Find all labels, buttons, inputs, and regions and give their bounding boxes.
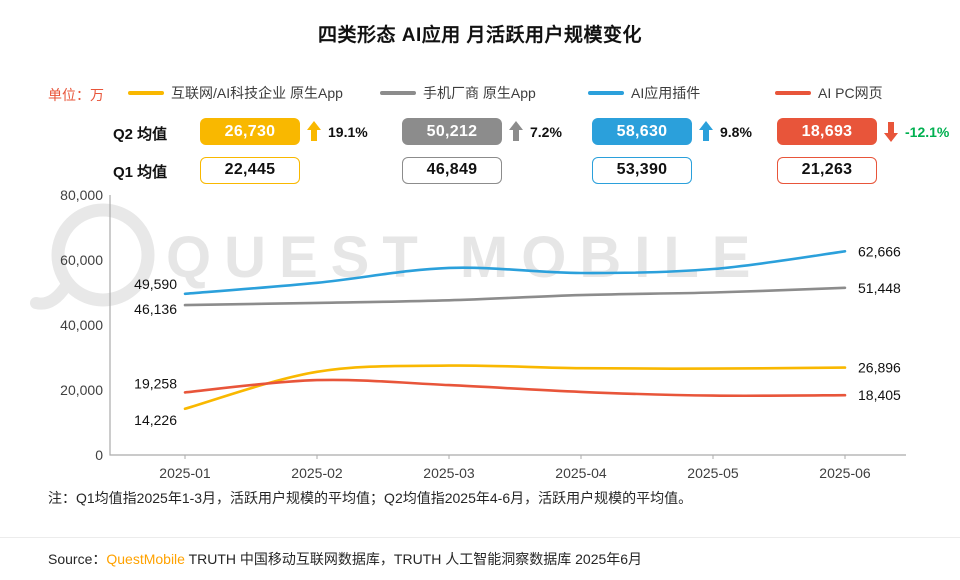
legend-item-internet-app: 互联网/AI科技企业 原生App [128, 83, 343, 103]
y-tick-label: 60,000 [60, 252, 103, 268]
y-tick-label: 80,000 [60, 187, 103, 203]
q1-col-plugin: 53,390 [592, 157, 692, 184]
y-tick-label: 20,000 [60, 382, 103, 398]
q1-row-label: Q1 均值 [113, 164, 168, 181]
legend-label: AI应用插件 [631, 85, 701, 101]
legend-item-plugin: AI应用插件 [588, 83, 700, 103]
first-value-label: 19,258 [134, 375, 177, 391]
trend-arrow-icon [509, 121, 523, 142]
y-tick-label: 0 [95, 447, 103, 463]
legend-swatch-blue [588, 91, 624, 95]
q2-col-internet-app: 26,730 19.1% [200, 118, 368, 145]
source-rest: TRUTH 中国移动互联网数据库，TRUTH 人工智能洞察数据库 2025年6月 [184, 551, 643, 567]
trend-arrow-icon [884, 121, 898, 142]
q1-avg-badge: 46,849 [402, 157, 502, 184]
q2-avg-badge: 58,630 [592, 118, 692, 145]
last-value-label: 26,896 [858, 360, 901, 376]
last-value-label: 51,448 [858, 280, 901, 296]
q2-avg-badge: 26,730 [200, 118, 300, 145]
q2-col-plugin: 58,630 9.8% [592, 118, 752, 145]
x-tick-label: 2025-04 [555, 465, 607, 481]
q2-avg-badge: 18,693 [777, 118, 877, 145]
q1-avg-badge: 53,390 [592, 157, 692, 184]
divider [0, 537, 960, 538]
q2-row-label: Q2 均值 [113, 126, 168, 143]
q1-avg-badge: 22,445 [200, 157, 300, 184]
legend-label: AI PC网页 [818, 85, 883, 101]
series-line-1 [183, 286, 847, 307]
x-tick-label: 2025-02 [291, 465, 343, 481]
q2-col-pc-web: 18,693 -12.1% [777, 118, 949, 145]
legend-swatch-yellow [128, 91, 164, 95]
q1-col-internet-app: 22,445 [200, 157, 300, 184]
q1-col-oem-app: 46,849 [402, 157, 502, 184]
first-value-label: 49,590 [134, 276, 177, 292]
q2-col-oem-app: 50,212 7.2% [402, 118, 562, 145]
watermark-text: QUEST MOBILE [166, 225, 763, 290]
y-tick-label: 40,000 [60, 317, 103, 333]
last-value-label: 62,666 [858, 243, 901, 259]
series-line-2 [183, 250, 847, 296]
source-line: Source：QuestMobile TRUTH 中国移动互联网数据库，TRUT… [48, 549, 642, 569]
unit-label: 单位：万 [48, 87, 104, 103]
qoq-growth: 9.8% [720, 123, 752, 140]
first-value-label: 14,226 [134, 412, 177, 428]
x-tick-label: 2025-06 [819, 465, 871, 481]
q1-avg-badge: 21,263 [777, 157, 877, 184]
page-title: 四类形态 AI应用 月活跃用户规模变化 [317, 25, 643, 46]
x-tick-label: 2025-03 [423, 465, 475, 481]
series-line-0 [183, 364, 847, 411]
first-value-label: 46,136 [134, 301, 177, 317]
footnote: 注：Q1均值指2025年1-3月，活跃用户规模的平均值；Q2均值指2025年4-… [48, 490, 693, 506]
q2-avg-badge: 50,212 [402, 118, 502, 145]
x-tick-label: 2025-05 [687, 465, 739, 481]
source-brand: QuestMobile [106, 551, 185, 567]
axes [109, 195, 906, 456]
legend-item-oem-app: 手机厂商 原生App [380, 83, 536, 103]
x-tick-label: 2025-01 [159, 465, 211, 481]
q1-col-pc-web: 21,263 [777, 157, 877, 184]
trend-arrow-icon [699, 121, 713, 142]
legend-label: 互联网/AI科技企业 原生App [171, 85, 343, 101]
trend-arrow-icon [307, 121, 321, 142]
legend-swatch-gray [380, 91, 416, 95]
line-chart: QUEST MOBILE 80,000 60,000 40,000 20,000 0 202… [30, 187, 906, 481]
qoq-growth: 7.2% [530, 123, 562, 140]
legend-swatch-red [775, 91, 811, 95]
qoq-growth: 19.1% [328, 123, 368, 140]
watermark-logo [51, 203, 155, 307]
watermark-logo-tail [30, 280, 72, 310]
legend-label: 手机厂商 原生App [423, 85, 536, 101]
series-line-3 [183, 378, 847, 398]
last-value-label: 18,405 [858, 387, 901, 403]
legend-item-pc-web: AI PC网页 [775, 83, 883, 103]
qoq-growth: -12.1% [905, 123, 950, 140]
source-prefix: Source： [48, 551, 107, 567]
